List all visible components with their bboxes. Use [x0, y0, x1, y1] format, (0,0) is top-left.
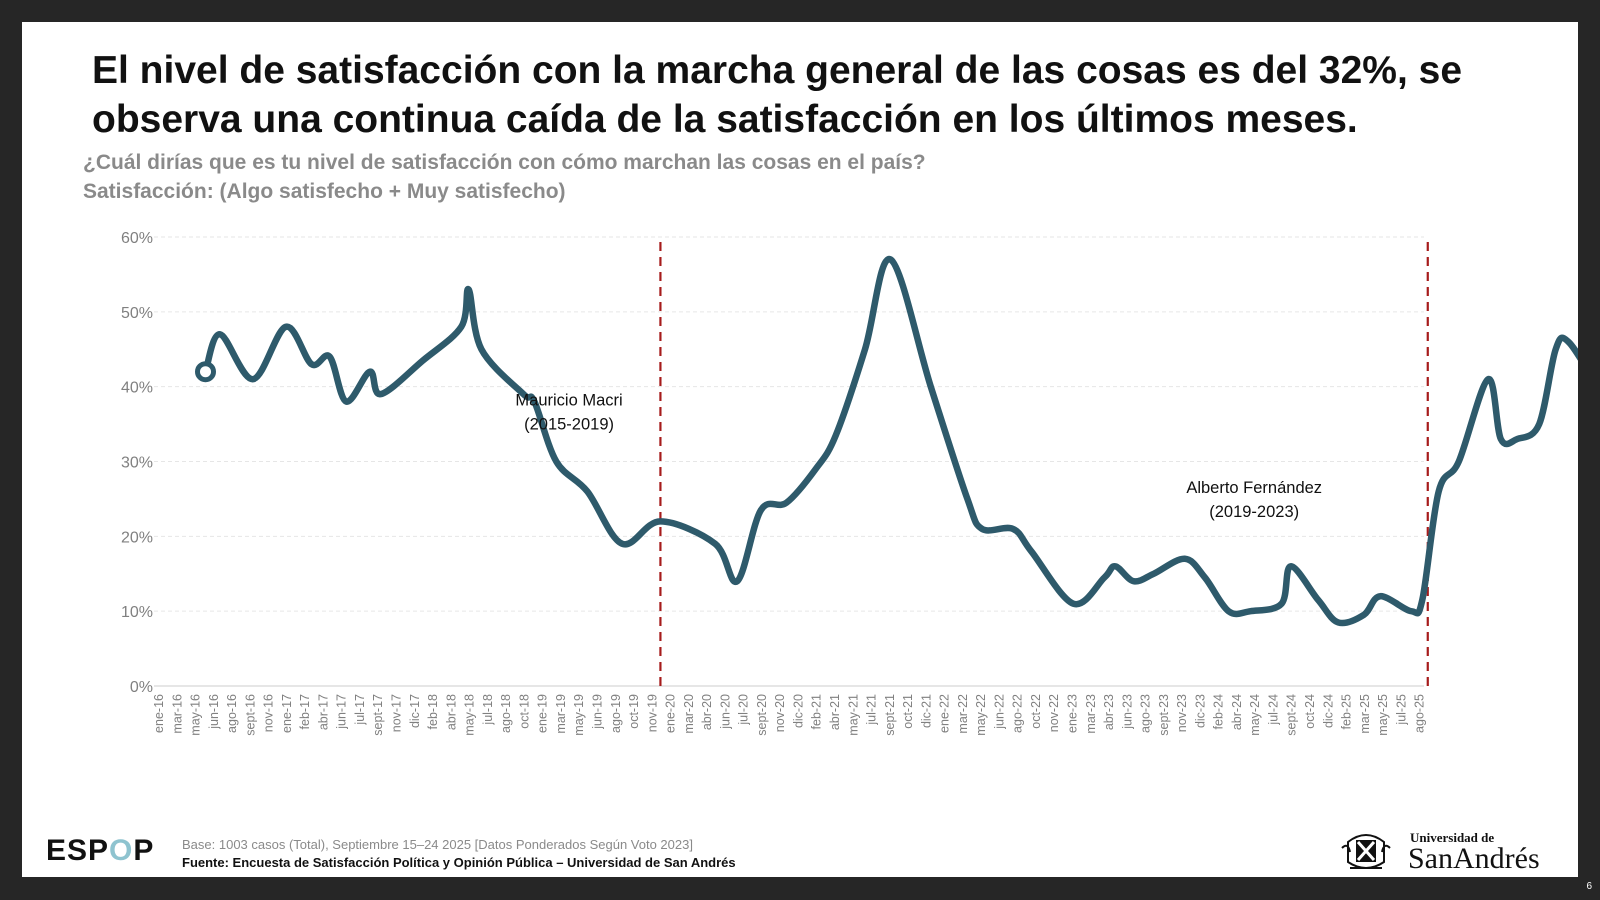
x-tick-label: sept-24 [1285, 694, 1299, 736]
x-tick-label: sept-23 [1157, 694, 1171, 736]
x-tick-label: nov-19 [645, 694, 659, 732]
x-tick-label: ene-22 [938, 694, 952, 733]
university-crest-icon [1341, 834, 1391, 869]
x-tick-label: jul-18 [481, 694, 495, 726]
x-tick-label: abr-20 [700, 694, 714, 730]
x-tick-label: jul-24 [1266, 694, 1280, 726]
x-tick-label: jul-25 [1394, 694, 1408, 726]
x-tick-label: dic-17 [408, 694, 422, 728]
x-tick-label: ago-22 [1011, 694, 1025, 733]
x-tick-label: abr-17 [316, 694, 330, 730]
x-tick-label: ene-17 [280, 694, 294, 733]
x-tick-label: ago-25 [1413, 694, 1427, 733]
university-name-small: Universidad de [1410, 830, 1495, 845]
x-tick-label: jun-22 [992, 694, 1006, 730]
question-line-2: Satisfacción: (Algo satisfecho + Muy sat… [83, 180, 566, 203]
x-tick-label: abr-18 [444, 694, 458, 730]
page-number: 6 [1586, 881, 1592, 892]
x-tick-label: oct-21 [901, 694, 915, 729]
slide: El nivel de satisfacción con la marcha g… [22, 22, 1578, 877]
x-tick-label: oct-18 [517, 694, 531, 729]
x-tick-label: oct-19 [627, 694, 641, 729]
x-tick-label: jun-16 [207, 694, 221, 730]
x-tick-label: sept-16 [243, 694, 257, 736]
x-tick-label: nov-16 [262, 694, 276, 732]
y-tick-label: 50% [121, 305, 153, 322]
y-tick-label: 30% [121, 455, 153, 472]
x-tick-label: feb-17 [298, 694, 312, 729]
x-tick-label: may-19 [572, 694, 586, 736]
x-tick-label: oct-24 [1303, 694, 1317, 729]
x-tick-label: nov-17 [390, 694, 404, 732]
x-tick-label: nov-20 [773, 694, 787, 732]
x-tick-label: dic-20 [791, 694, 805, 728]
x-tick-label: sept-17 [371, 694, 385, 736]
x-tick-label: abr-24 [1230, 694, 1244, 730]
question-line-1: ¿Cuál dirías que es tu nivel de satisfac… [83, 151, 926, 174]
x-tick-label: sept-21 [883, 694, 897, 736]
x-tick-label: dic-23 [1193, 694, 1207, 728]
x-tick-label: feb-21 [810, 694, 824, 729]
x-tick-label: ago-18 [499, 694, 513, 733]
period-annotation-years: (2019-2023) [1209, 503, 1299, 521]
x-tick-label: dic-21 [919, 694, 933, 728]
x-tick-label: ago-19 [609, 694, 623, 733]
x-tick-label: ago-16 [225, 694, 239, 733]
x-tick-label: abr-23 [1102, 694, 1116, 730]
period-annotation-years: (2015-2019) [524, 415, 614, 433]
x-tick-label: may-24 [1248, 694, 1262, 736]
x-tick-label: may-25 [1376, 694, 1390, 736]
x-tick-label: ago-23 [1139, 694, 1153, 733]
x-tick-label: ene-16 [152, 694, 166, 733]
y-tick-label: 20% [121, 529, 153, 546]
x-tick-label: mar-23 [1084, 694, 1098, 734]
x-tick-label: jun-17 [335, 694, 349, 730]
endpoint-marker [195, 361, 217, 383]
x-tick-label: jul-20 [737, 694, 751, 726]
slide-title: El nivel de satisfacción con la marcha g… [92, 49, 1463, 141]
x-tick-label: mar-22 [956, 694, 970, 734]
x-tick-label: nov-23 [1175, 694, 1189, 732]
x-tick-label: ene-23 [1066, 694, 1080, 733]
x-tick-label: nov-22 [1047, 694, 1061, 732]
period-annotation-name: Alberto Fernández [1186, 479, 1322, 497]
x-tick-label: sept-20 [755, 694, 769, 736]
satisfaction-series-line [202, 256, 1578, 627]
x-tick-label: jul-21 [865, 694, 879, 726]
x-tick-label: feb-24 [1212, 694, 1226, 729]
y-tick-label: 10% [121, 604, 153, 621]
x-tick-label: may-16 [189, 694, 203, 736]
y-tick-label: 0% [130, 679, 153, 696]
x-tick-label: mar-19 [554, 694, 568, 734]
university-name: SanAndrés [1408, 842, 1540, 875]
x-tick-label: mar-16 [170, 694, 184, 734]
x-tick-label: dic-24 [1321, 694, 1335, 728]
x-tick-label: feb-18 [426, 694, 440, 729]
x-tick-label: mar-20 [682, 694, 696, 734]
x-tick-label: jun-19 [590, 694, 604, 730]
x-tick-label: abr-21 [828, 694, 842, 730]
x-tick-label: ene-19 [536, 694, 550, 733]
y-tick-label: 40% [121, 380, 153, 397]
satisfaction-line-chart: 0% 10% 20% 30% 40% 50% 60% ene-16 mar-16 may-16 ju… [121, 230, 1578, 736]
footer-base: Base: 1003 casos (Total), Septiembre 15–… [182, 837, 693, 852]
x-tick-label: jun-23 [1120, 694, 1134, 730]
x-tick-label: feb-25 [1340, 694, 1354, 729]
y-tick-label: 60% [121, 230, 153, 247]
x-tick-label: may-18 [463, 694, 477, 736]
x-tick-label: jun-20 [718, 694, 732, 730]
x-tick-label: oct-22 [1029, 694, 1043, 729]
x-tick-label: mar-25 [1358, 694, 1372, 734]
x-tick-label: may-22 [974, 694, 988, 736]
footer-source: Fuente: Encuesta de Satisfacción Polític… [182, 855, 736, 870]
x-tick-label: jul-17 [353, 694, 367, 726]
espop-logo: ESPOP [46, 834, 155, 867]
x-tick-label: ene-20 [664, 694, 678, 733]
chart-question: ¿Cuál dirías que es tu nivel de satisfac… [83, 148, 926, 206]
period-annotation-name: Mauricio Macri [515, 391, 622, 409]
x-tick-label: may-21 [846, 694, 860, 736]
